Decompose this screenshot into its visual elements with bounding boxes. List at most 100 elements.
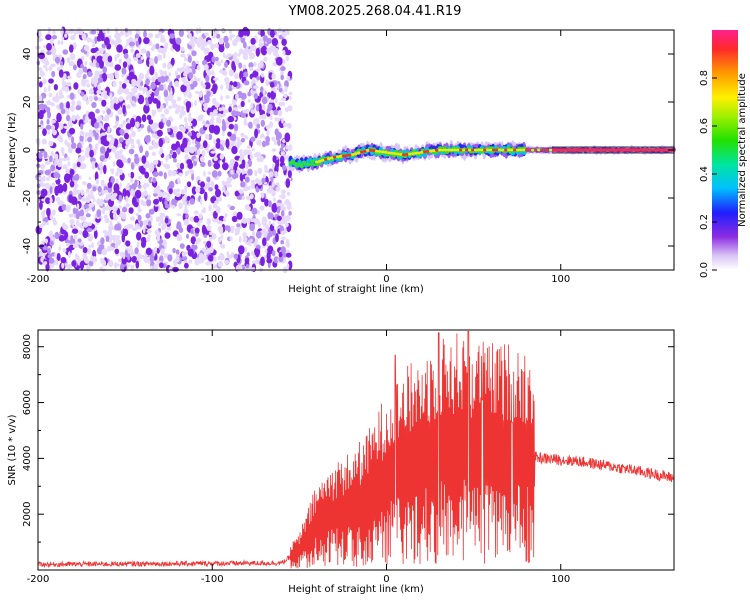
noise-speckle xyxy=(220,29,225,33)
noise-speckle xyxy=(102,208,105,215)
noise-speckle xyxy=(256,123,261,129)
noise-speckle xyxy=(223,69,228,77)
noise-speckle xyxy=(131,196,137,206)
noise-speckle xyxy=(58,235,65,242)
noise-speckle xyxy=(171,198,175,206)
noise-speckle xyxy=(195,27,200,35)
noise-speckle xyxy=(122,206,127,213)
noise-speckle xyxy=(220,84,224,91)
noise-speckle xyxy=(205,55,210,62)
noise-speckle xyxy=(251,147,255,152)
noise-speckle xyxy=(164,108,170,115)
noise-speckle xyxy=(231,174,237,179)
noise-speckle xyxy=(135,40,139,47)
track-core-segment xyxy=(327,157,331,161)
noise-speckle xyxy=(198,35,204,43)
noise-speckle xyxy=(286,29,290,36)
noise-speckle xyxy=(286,191,291,196)
noise-speckle xyxy=(184,147,189,154)
noise-speckle xyxy=(267,103,273,111)
noise-speckle xyxy=(157,191,163,198)
noise-speckle xyxy=(117,108,123,115)
noise-speckle xyxy=(200,100,203,105)
noise-speckle xyxy=(203,63,209,71)
noise-speckle xyxy=(88,129,92,135)
noise-speckle xyxy=(211,233,217,240)
noise-speckle xyxy=(67,161,71,167)
noise-speckle xyxy=(99,146,106,154)
colorbar-gradient xyxy=(712,30,738,270)
noise-speckle xyxy=(96,129,100,133)
noise-speckle xyxy=(126,104,131,109)
noise-speckle xyxy=(191,173,195,181)
noise-speckle xyxy=(260,119,265,127)
noise-speckle xyxy=(226,85,230,90)
noise-speckle xyxy=(115,239,122,246)
noise-speckle xyxy=(268,185,273,192)
noise-speckle xyxy=(271,44,276,53)
noise-speckle xyxy=(228,123,234,130)
noise-speckle xyxy=(90,63,97,68)
noise-speckle xyxy=(135,53,141,58)
noise-speckle xyxy=(213,139,217,145)
noise-speckle xyxy=(177,179,181,185)
noise-speckle xyxy=(173,188,178,195)
noise-speckle xyxy=(164,232,171,239)
noise-speckle xyxy=(145,247,152,256)
noise-speckle xyxy=(47,247,51,256)
noise-speckle xyxy=(209,231,213,236)
noise-speckle xyxy=(163,89,169,98)
noise-speckle xyxy=(60,108,66,115)
noise-speckle xyxy=(130,216,133,221)
x-tick-label: -100 xyxy=(201,574,224,585)
noise-speckle xyxy=(175,249,180,255)
noise-speckle xyxy=(122,104,126,115)
noise-speckle xyxy=(200,46,206,51)
noise-speckle xyxy=(253,93,258,100)
noise-speckle xyxy=(75,105,82,111)
noise-speckle xyxy=(289,96,292,100)
noise-speckle xyxy=(166,119,172,127)
noise-speckle xyxy=(249,66,254,72)
noise-speckle xyxy=(125,240,131,247)
noise-speckle xyxy=(233,253,238,260)
track-core-segment xyxy=(321,158,325,162)
track-core-segment xyxy=(522,148,526,152)
noise-speckle xyxy=(244,47,248,52)
noise-speckle xyxy=(250,183,255,189)
noise-speckle xyxy=(79,134,84,142)
noise-speckle xyxy=(145,78,150,86)
noise-speckle xyxy=(54,259,59,266)
noise-speckle xyxy=(49,213,54,221)
noise-speckle xyxy=(171,143,177,151)
track-core-segment xyxy=(396,152,400,156)
noise-speckle xyxy=(187,248,194,257)
noise-speckle xyxy=(143,30,147,38)
noise-speckle xyxy=(155,43,160,50)
noise-speckle xyxy=(230,225,233,232)
noise-speckle xyxy=(96,55,104,64)
track-core-segment xyxy=(324,158,328,161)
noise-speckle xyxy=(48,66,53,71)
noise-speckle xyxy=(168,180,175,188)
noise-speckle xyxy=(147,220,152,227)
noise-speckle xyxy=(167,254,173,262)
track-core-segment xyxy=(402,153,406,157)
noise-speckle xyxy=(131,130,136,138)
noise-speckle xyxy=(189,122,193,127)
noise-speckle xyxy=(62,164,68,170)
noise-speckle xyxy=(279,194,284,199)
noise-speckle xyxy=(188,148,193,153)
noise-speckle xyxy=(242,26,249,36)
noise-speckle xyxy=(223,216,226,223)
noise-speckle xyxy=(184,171,189,177)
spectrogram-y-ticks: -40 -20 0 20 40 xyxy=(22,29,674,271)
noise-speckle xyxy=(122,120,127,125)
noise-speckle xyxy=(271,148,277,152)
noise-speckle xyxy=(215,207,221,214)
noise-speckle xyxy=(65,168,71,174)
noise-speckle xyxy=(204,147,209,151)
noise-speckle xyxy=(62,222,66,230)
noise-speckle xyxy=(130,82,137,88)
noise-speckle xyxy=(43,253,46,257)
